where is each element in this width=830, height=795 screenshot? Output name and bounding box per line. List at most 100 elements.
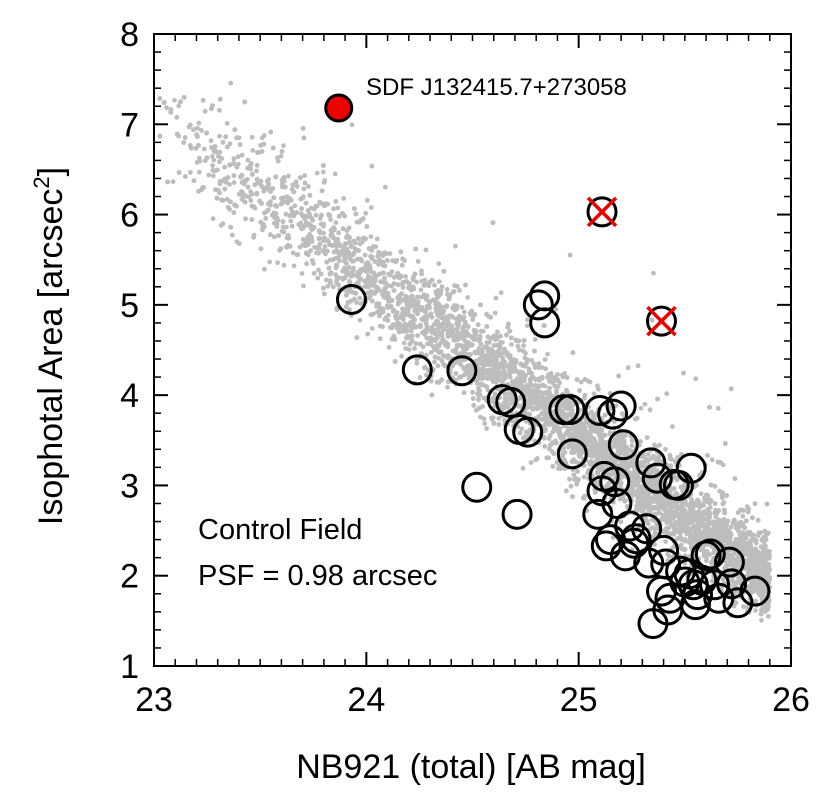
background-point bbox=[553, 306, 559, 312]
background-point bbox=[551, 451, 557, 457]
background-point bbox=[650, 525, 655, 531]
background-point bbox=[560, 454, 565, 459]
background-point bbox=[389, 283, 394, 289]
background-point bbox=[492, 391, 498, 397]
background-point bbox=[235, 154, 241, 160]
background-point bbox=[391, 288, 397, 293]
background-point bbox=[413, 341, 419, 346]
background-point bbox=[331, 225, 336, 230]
background-point bbox=[410, 284, 416, 290]
background-point bbox=[728, 524, 734, 530]
background-point bbox=[267, 259, 273, 265]
background-point bbox=[318, 230, 323, 236]
background-point bbox=[450, 348, 456, 354]
background-point bbox=[210, 216, 216, 222]
background-point bbox=[284, 194, 290, 200]
background-point bbox=[561, 436, 566, 441]
background-point bbox=[439, 358, 445, 364]
background-point bbox=[196, 155, 202, 161]
background-point bbox=[592, 490, 598, 495]
background-point bbox=[300, 195, 306, 201]
background-point bbox=[303, 200, 309, 206]
background-point bbox=[403, 306, 409, 312]
background-point bbox=[424, 335, 430, 341]
background-point bbox=[638, 439, 643, 444]
background-point bbox=[200, 97, 206, 103]
background-point bbox=[663, 539, 668, 544]
background-point bbox=[285, 233, 291, 238]
background-point bbox=[365, 331, 371, 337]
background-point bbox=[462, 351, 468, 357]
background-point bbox=[571, 472, 577, 478]
background-point bbox=[465, 295, 470, 300]
background-point bbox=[547, 433, 553, 438]
background-point bbox=[281, 262, 287, 268]
background-point bbox=[422, 277, 428, 283]
background-point bbox=[182, 174, 188, 179]
background-point bbox=[705, 522, 710, 528]
background-point bbox=[453, 371, 459, 376]
background-point bbox=[766, 614, 771, 619]
background-point bbox=[566, 444, 571, 450]
background-point bbox=[550, 429, 556, 435]
background-point bbox=[651, 534, 656, 539]
background-point bbox=[424, 372, 429, 378]
background-point bbox=[752, 501, 758, 507]
background-point bbox=[575, 469, 580, 474]
background-point bbox=[414, 279, 419, 285]
background-point bbox=[408, 328, 414, 334]
background-point bbox=[582, 377, 588, 382]
background-point bbox=[719, 495, 725, 501]
background-point bbox=[400, 297, 406, 303]
background-point bbox=[651, 453, 656, 459]
background-point bbox=[502, 395, 508, 401]
background-point bbox=[387, 251, 393, 256]
background-point bbox=[302, 173, 307, 178]
background-point bbox=[239, 152, 245, 158]
background-point bbox=[280, 224, 286, 230]
background-point bbox=[245, 184, 251, 190]
background-point bbox=[428, 311, 434, 316]
background-point bbox=[476, 385, 481, 391]
background-point bbox=[453, 243, 458, 249]
background-point bbox=[194, 160, 200, 165]
background-point bbox=[314, 170, 320, 176]
background-point bbox=[333, 220, 339, 226]
background-point bbox=[750, 515, 755, 521]
background-point bbox=[524, 360, 529, 366]
background-point bbox=[530, 405, 536, 411]
background-point bbox=[482, 421, 488, 426]
background-point bbox=[759, 617, 764, 623]
background-point bbox=[275, 260, 280, 266]
background-point bbox=[306, 184, 311, 189]
background-point bbox=[654, 468, 660, 474]
background-point bbox=[346, 264, 352, 270]
background-point bbox=[436, 261, 442, 267]
background-point bbox=[496, 375, 502, 381]
background-point bbox=[357, 317, 363, 323]
background-point bbox=[457, 314, 463, 319]
background-point bbox=[324, 259, 330, 265]
background-point bbox=[566, 428, 571, 434]
background-point bbox=[484, 426, 489, 431]
background-point bbox=[487, 340, 492, 345]
background-point bbox=[665, 551, 671, 557]
background-point bbox=[502, 375, 508, 381]
background-point bbox=[378, 279, 384, 285]
background-point bbox=[313, 204, 319, 209]
background-point bbox=[418, 287, 424, 293]
background-point bbox=[446, 296, 452, 302]
background-point bbox=[267, 232, 273, 238]
background-point bbox=[657, 442, 662, 448]
background-point bbox=[701, 523, 706, 529]
background-point bbox=[310, 225, 315, 230]
background-point bbox=[442, 353, 448, 359]
background-point bbox=[420, 330, 425, 336]
background-point bbox=[424, 304, 430, 309]
background-point bbox=[428, 350, 434, 355]
background-point bbox=[369, 326, 375, 331]
background-point bbox=[478, 328, 484, 334]
background-point bbox=[403, 346, 409, 351]
background-point bbox=[278, 196, 284, 201]
background-point bbox=[227, 182, 232, 187]
